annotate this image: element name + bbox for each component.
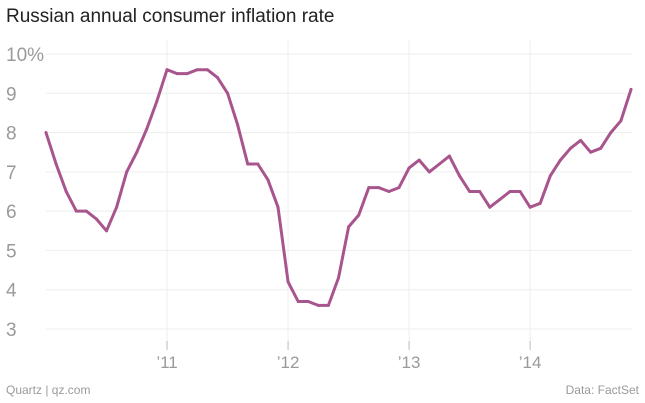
data-point (236, 123, 240, 127)
data-point (135, 150, 139, 154)
data-point (508, 190, 512, 193)
y-tick-label: 7 (6, 163, 17, 184)
data-point (54, 162, 58, 166)
data-point (326, 303, 330, 307)
data-point (125, 170, 129, 174)
data-point (256, 162, 260, 166)
data-point (498, 197, 502, 201)
data-point (528, 205, 532, 209)
data-point (185, 72, 189, 76)
data-point (44, 131, 48, 135)
data-point (397, 186, 401, 190)
data-point (276, 205, 280, 209)
data-point (246, 162, 250, 166)
data-point (548, 174, 552, 178)
data-point (357, 213, 361, 217)
data-point (427, 170, 431, 174)
data-point (84, 209, 88, 213)
data-point (347, 225, 351, 229)
x-tick-label: ’13 (398, 353, 421, 372)
x-axis-ticks: ’11 ’12 ’13 ’14 (156, 341, 541, 372)
y-tick-label: 10% (6, 45, 44, 66)
data-point (115, 205, 119, 209)
chart-title: Russian annual consumer inflation rate (6, 6, 335, 27)
data-point (538, 201, 542, 205)
data-point (316, 303, 320, 307)
x-tick-label: ’14 (519, 353, 542, 372)
data-point (579, 138, 583, 142)
data-point (216, 76, 219, 80)
data-point (619, 119, 623, 123)
data-point (407, 166, 411, 170)
data-point (377, 186, 381, 190)
data-point (64, 190, 68, 193)
grid-lines (46, 40, 632, 341)
data-point (155, 99, 159, 103)
data-point (266, 178, 270, 182)
data-point (94, 217, 98, 221)
data-point (337, 276, 340, 280)
data-point (226, 91, 230, 95)
data-point (437, 162, 441, 166)
data-point (105, 229, 108, 233)
y-tick-label: 4 (6, 281, 17, 302)
data-point (175, 72, 179, 76)
x-tick-label: ’12 (277, 353, 300, 372)
inflation-rate-line (44, 68, 633, 307)
data-source: Data: FactSet (565, 383, 639, 397)
data-point (589, 150, 593, 154)
data-point (599, 146, 603, 150)
data-point (518, 190, 522, 193)
data-point (195, 68, 199, 72)
data-point (306, 300, 310, 303)
data-point (488, 205, 492, 209)
data-point (468, 190, 472, 193)
series-layer (44, 68, 633, 307)
data-point (609, 131, 613, 135)
data-point (387, 190, 391, 193)
y-tick-label: 8 (6, 124, 17, 145)
data-point (558, 158, 562, 162)
data-point (629, 87, 633, 91)
data-point (286, 280, 290, 284)
data-point (145, 127, 149, 131)
data-point (569, 146, 572, 150)
data-point (447, 154, 451, 158)
y-tick-label: 9 (6, 84, 17, 105)
data-point (74, 209, 78, 213)
data-point (458, 174, 461, 178)
x-tick-label: ’11 (156, 353, 177, 372)
y-tick-label: 3 (6, 320, 17, 341)
data-point (478, 190, 482, 193)
data-point (296, 300, 300, 303)
data-point (205, 68, 209, 72)
source-credit: Quartz | qz.com (6, 383, 91, 397)
y-axis-ticks: 10% 9 8 7 6 5 4 3 (6, 45, 44, 341)
data-point (165, 68, 169, 72)
y-tick-label: 6 (6, 202, 17, 223)
y-tick-label: 5 (6, 241, 17, 262)
data-point (417, 158, 421, 162)
data-point (367, 186, 371, 190)
